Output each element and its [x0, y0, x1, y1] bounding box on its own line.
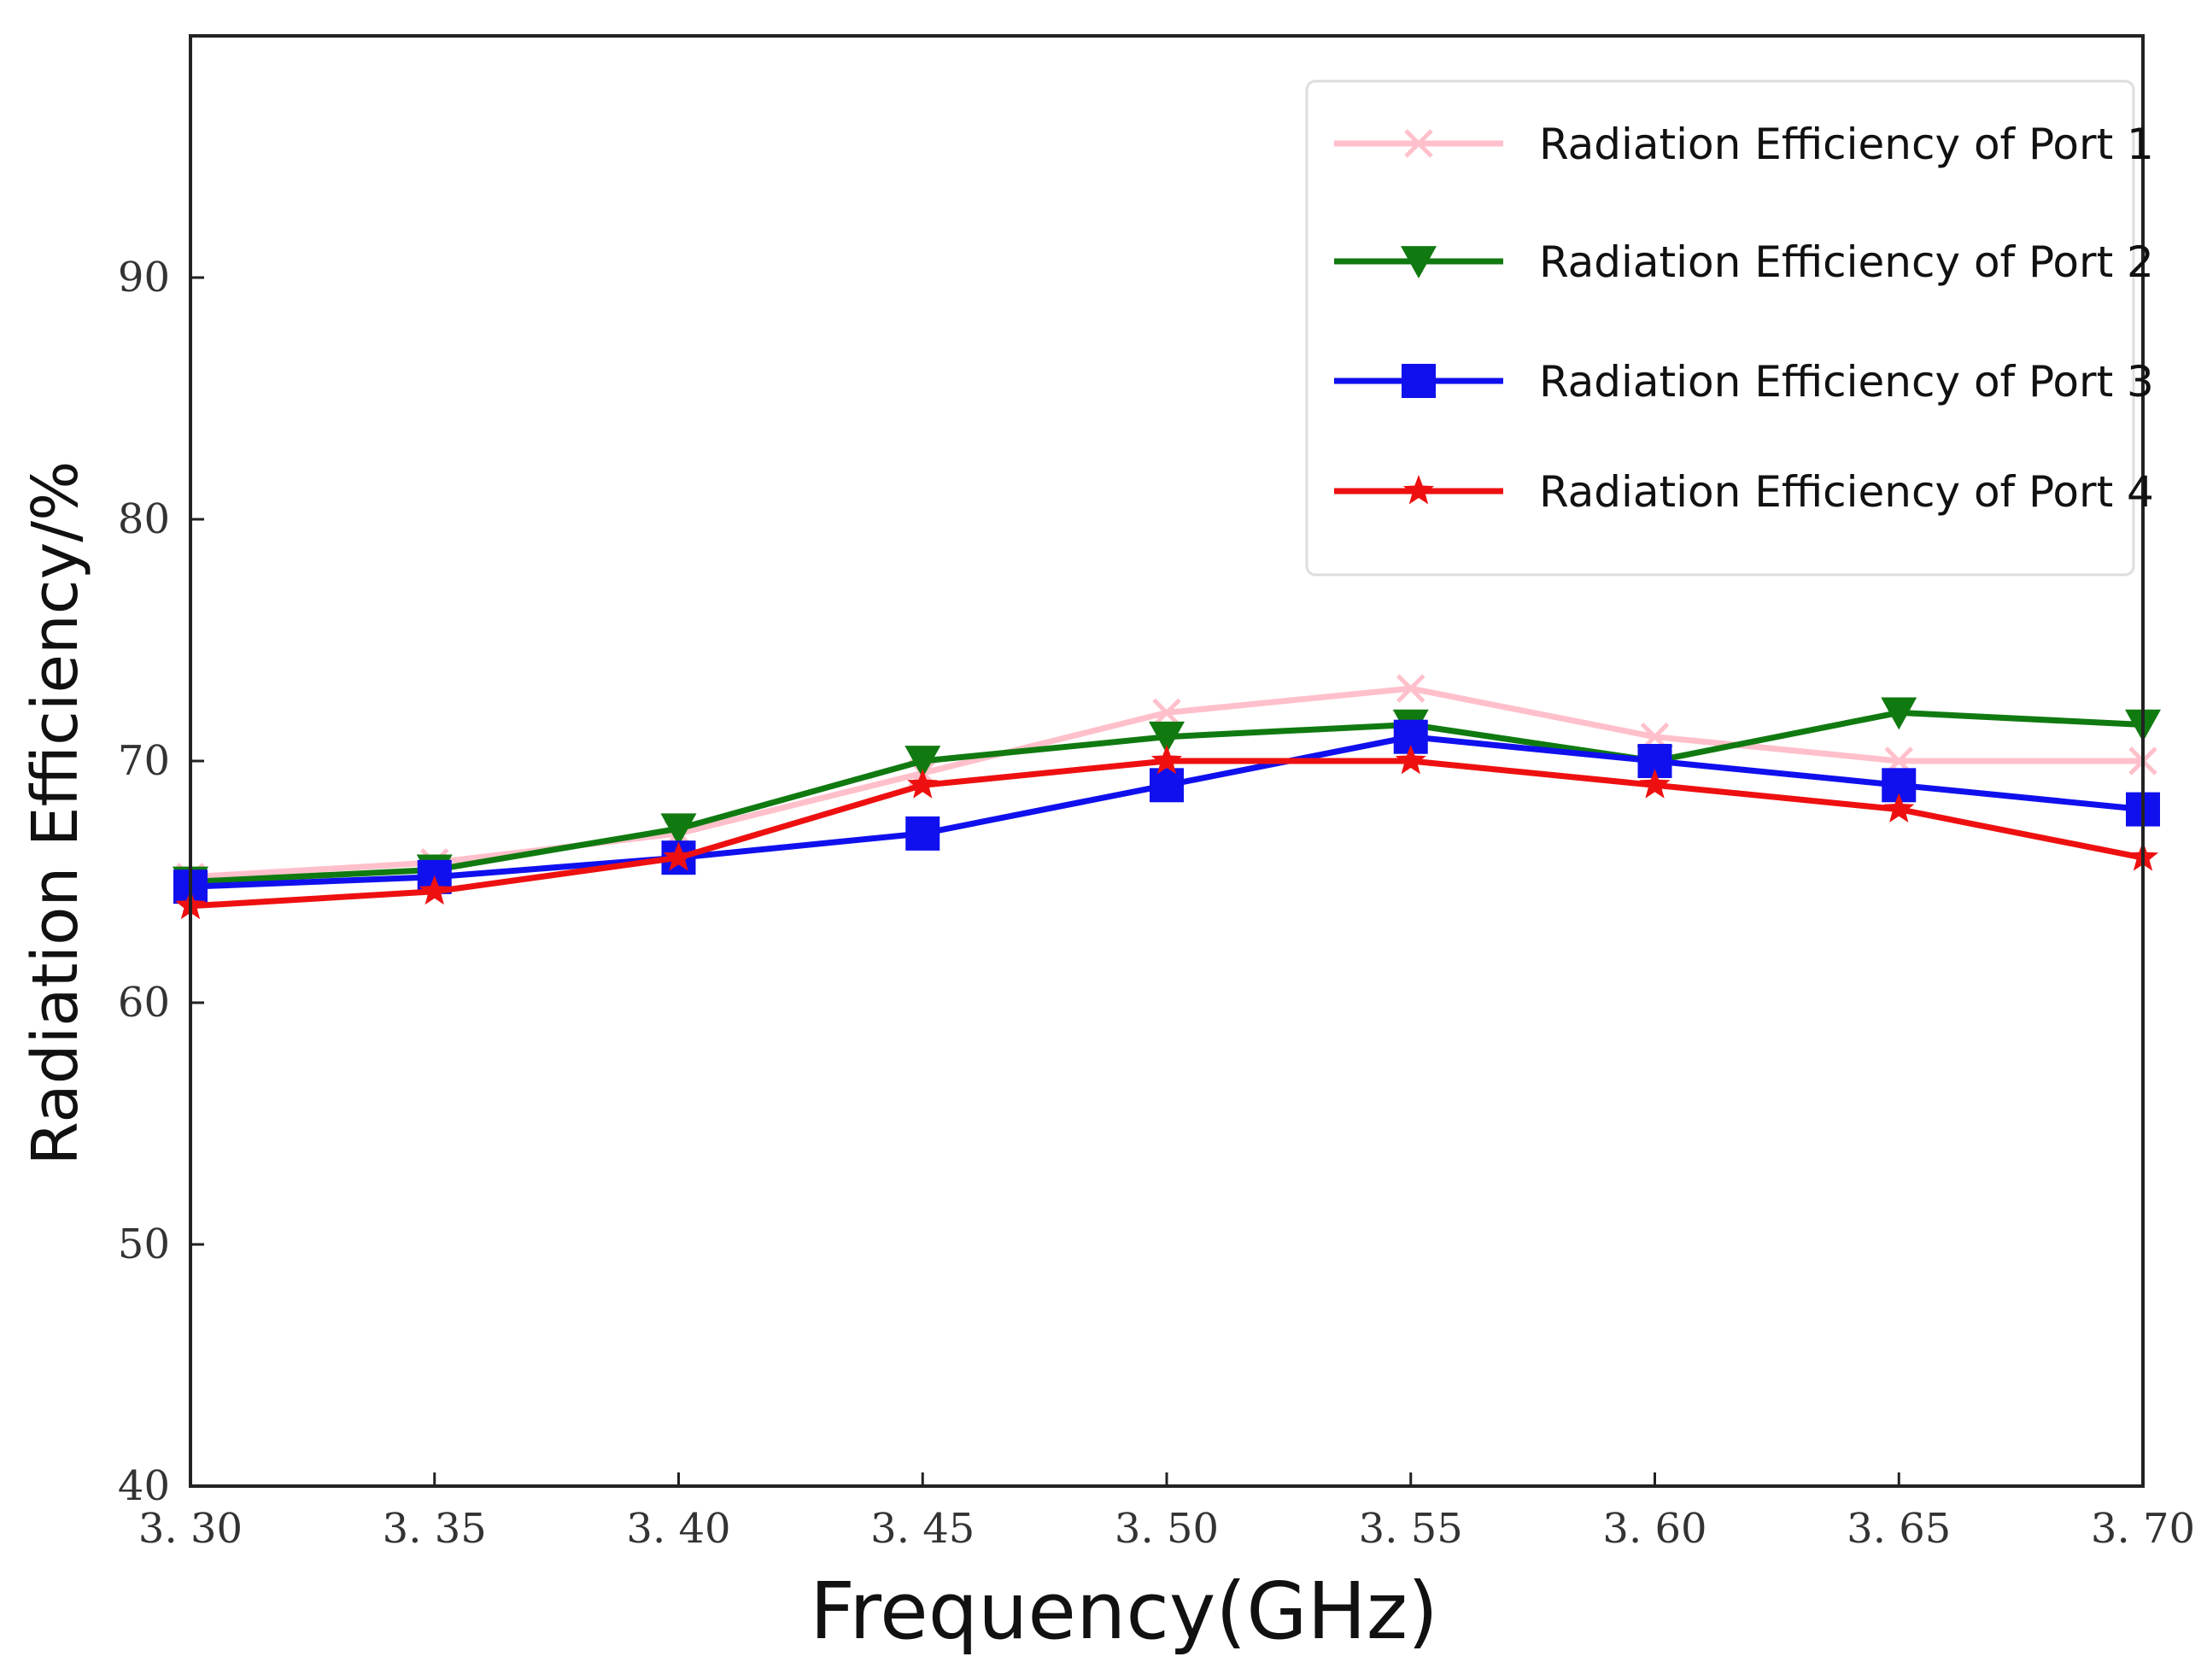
legend-entry-port-1: Radiation Efficiency of Port 1	[1334, 120, 2154, 169]
data-point-port-4	[1395, 745, 1426, 775]
x-axis-title: Frequency(GHz)	[810, 1566, 1438, 1657]
legend-entry-port-2: Radiation Efficiency of Port 2	[1334, 237, 2154, 287]
data-point-port-1	[1396, 674, 1425, 703]
x-tick-label: 3. 55	[1359, 1505, 1463, 1553]
data-point-port-2	[904, 746, 941, 778]
y-tick-label: 80	[118, 495, 170, 543]
plot-series	[173, 674, 2161, 920]
legend-marker	[1402, 364, 1436, 398]
x-tick-label: 3. 45	[870, 1505, 975, 1553]
data-point-port-4	[1639, 769, 1671, 799]
legend-marker	[1404, 129, 1433, 158]
x-tick-label: 3. 65	[1847, 1505, 1951, 1553]
legend-entry-port-3: Radiation Efficiency of Port 3	[1334, 357, 2154, 407]
axis-ticks: 3. 30 3. 35 3. 40 3. 45 3. 50 3. 55 3. 60 3. 65…	[118, 254, 2195, 1553]
legend-box	[1305, 79, 2135, 577]
plot-frame	[189, 34, 2145, 1488]
x-tick-label: 3. 30	[138, 1505, 243, 1553]
y-tick-label: 60	[118, 979, 170, 1027]
data-point-port-4	[419, 875, 450, 905]
data-point-port-2	[660, 813, 697, 846]
x-tick-label: 3. 35	[383, 1505, 487, 1553]
x-tick-label: 3. 60	[1602, 1505, 1706, 1553]
y-tick-label: 70	[118, 737, 170, 785]
y-tick-label: 50	[118, 1220, 170, 1268]
data-point-port-4	[663, 841, 694, 871]
x-tick-label: 3. 70	[2091, 1505, 2195, 1553]
y-tick-label: 90	[118, 254, 170, 301]
data-point-port-2	[1881, 697, 1917, 730]
legend: Radiation Efficiency of Port 1 Radiation …	[1305, 79, 2154, 577]
legend-label: Radiation Efficiency of Port 4	[1539, 467, 2154, 517]
legend-label: Radiation Efficiency of Port 3	[1539, 357, 2154, 407]
legend-marker	[1402, 475, 1435, 505]
data-point-port-1	[1152, 698, 1181, 728]
data-point-port-4	[1883, 793, 1915, 822]
y-axis-title: Radiation Efficiency/%	[19, 461, 92, 1166]
data-point-port-3	[905, 816, 940, 851]
data-point-port-2	[1149, 721, 1185, 754]
y-tick-label: 40	[118, 1462, 170, 1510]
data-point-port-4	[907, 769, 939, 799]
data-point-port-4	[1150, 745, 1183, 775]
x-tick-label: 3. 40	[626, 1505, 730, 1553]
legend-entry-port-4: Radiation Efficiency of Port 4	[1334, 467, 2154, 517]
legend-marker	[1401, 246, 1437, 278]
legend-label: Radiation Efficiency of Port 1	[1539, 120, 2154, 169]
legend-label: Radiation Efficiency of Port 2	[1539, 237, 2154, 287]
data-point-port-3	[1150, 768, 1184, 803]
x-tick-label: 3. 50	[1115, 1505, 1219, 1553]
